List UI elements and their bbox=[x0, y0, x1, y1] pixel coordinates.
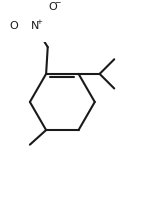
Text: O: O bbox=[48, 2, 57, 12]
Text: +: + bbox=[36, 19, 42, 25]
Text: −: − bbox=[54, 0, 61, 7]
Text: O: O bbox=[9, 21, 18, 31]
Text: N: N bbox=[31, 21, 39, 31]
